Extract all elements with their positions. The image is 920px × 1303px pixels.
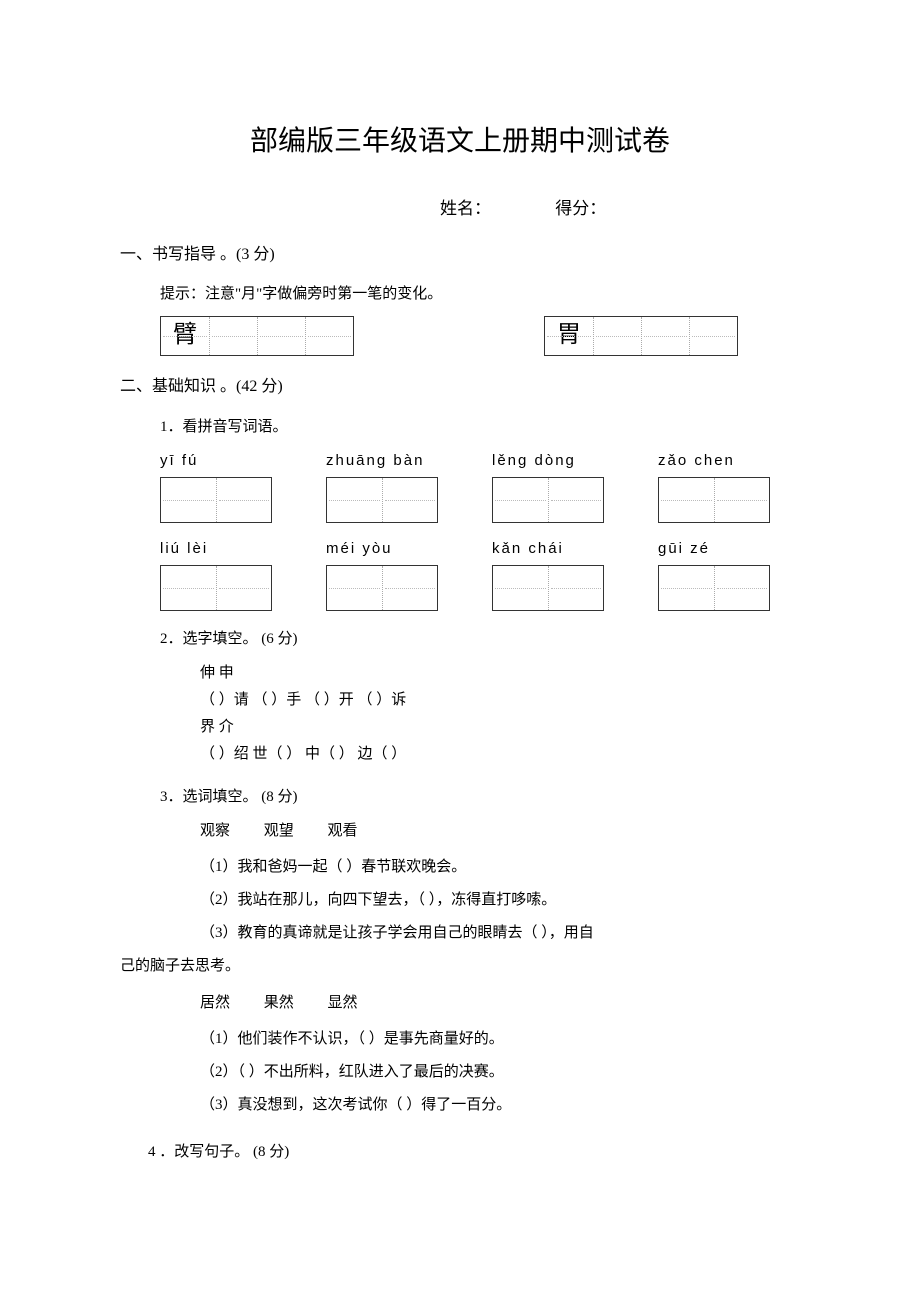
pinyin-block: gūi zé bbox=[658, 537, 778, 611]
pinyin-row-1: yī fú zhuāng bàn lěng dòng zǎo chen bbox=[160, 449, 800, 523]
pinyin-row-2: liú lèi méi yòu kǎn chái gūi zé bbox=[160, 537, 800, 611]
pinyin-block: liú lèi bbox=[160, 537, 280, 611]
pinyin-box[interactable] bbox=[160, 565, 272, 611]
write-box-2: 胃 bbox=[544, 316, 738, 356]
pinyin-block: lěng dòng bbox=[492, 449, 612, 523]
write-cell-blank[interactable] bbox=[257, 317, 305, 355]
q2-pair1: 伸 申 bbox=[200, 661, 800, 685]
q3-2: （2）我站在那儿，向四下望去，（ ），冻得直打哆嗦。 bbox=[200, 884, 800, 917]
q2-pair2: 界 介 bbox=[200, 715, 800, 739]
pinyin-box[interactable] bbox=[658, 565, 770, 611]
pinyin-label: kǎn chái bbox=[492, 537, 612, 561]
word-opt: 观察 bbox=[200, 823, 230, 839]
q3-5: （2）（ ）不出所料，红队进入了最后的决赛。 bbox=[200, 1056, 800, 1089]
section2-head: 二、基础知识 。(42 分) bbox=[120, 374, 800, 400]
q3-6: （3）真没想到，这次考试你（ ）得了一百分。 bbox=[200, 1089, 800, 1122]
q2-line2: （ ）绍 世（ ） 中（ ） 边（ ） bbox=[200, 739, 800, 769]
pinyin-label: liú lèi bbox=[160, 537, 280, 561]
section1-head: 一、书写指导 。(3 分) bbox=[120, 242, 800, 268]
word-opt: 果然 bbox=[264, 995, 294, 1011]
pinyin-block: kǎn chái bbox=[492, 537, 612, 611]
q2-head: 2．选字填空。 (6 分) bbox=[160, 627, 800, 651]
name-label: 姓名： bbox=[440, 199, 491, 218]
write-cell-blank[interactable] bbox=[641, 317, 689, 355]
pinyin-block: zǎo chen bbox=[658, 449, 778, 523]
q1-head: 1．看拼音写词语。 bbox=[160, 415, 800, 439]
q3-4: （1）他们装作不认识，（ ）是事先商量好的。 bbox=[200, 1023, 800, 1056]
pinyin-box[interactable] bbox=[492, 565, 604, 611]
q3-1: （1）我和爸妈一起（ ）春节联欢晚会。 bbox=[200, 851, 800, 884]
q2-line1: （ ）请 （ ）手 （ ）开 （ ）诉 bbox=[200, 685, 800, 715]
page-title: 部编版三年级语文上册期中测试卷 bbox=[120, 120, 800, 165]
pinyin-label: gūi zé bbox=[658, 537, 778, 561]
pinyin-box[interactable] bbox=[492, 477, 604, 523]
score-label: 得分： bbox=[555, 199, 606, 218]
write-box-1: 臂 bbox=[160, 316, 354, 356]
pinyin-block: yī fú bbox=[160, 449, 280, 523]
q4-head: 4 ．改写句子。 (8 分) bbox=[148, 1140, 800, 1164]
word-opt: 居然 bbox=[200, 995, 230, 1011]
pinyin-label: zhuāng bàn bbox=[326, 449, 446, 473]
write-cell-blank[interactable] bbox=[305, 317, 353, 355]
q3-3b: 己的脑子去思考。 bbox=[120, 950, 800, 983]
q3-head: 3．选词填空。 (8 分) bbox=[160, 785, 800, 809]
section1-hint: 提示：注意"月"字做偏旁时第一笔的变化。 bbox=[160, 282, 800, 306]
pinyin-label: lěng dòng bbox=[492, 449, 612, 473]
pinyin-label: zǎo chen bbox=[658, 449, 778, 473]
word-opt: 观望 bbox=[264, 823, 294, 839]
pinyin-box[interactable] bbox=[326, 565, 438, 611]
write-grid-row: 臂 胃 bbox=[160, 316, 800, 356]
q3-words1: 观察 观望 观看 bbox=[200, 819, 800, 843]
q3-words2: 居然 果然 显然 bbox=[200, 991, 800, 1015]
pinyin-label: méi yòu bbox=[326, 537, 446, 561]
pinyin-box[interactable] bbox=[160, 477, 272, 523]
pinyin-block: méi yòu bbox=[326, 537, 446, 611]
write-cell-char1: 臂 bbox=[161, 317, 209, 355]
pinyin-box[interactable] bbox=[326, 477, 438, 523]
write-cell-blank[interactable] bbox=[593, 317, 641, 355]
pinyin-block: zhuāng bàn bbox=[326, 449, 446, 523]
write-cell-char2: 胃 bbox=[545, 317, 593, 355]
pinyin-grid: yī fú zhuāng bàn lěng dòng zǎo chen liú … bbox=[160, 449, 800, 611]
word-opt: 显然 bbox=[328, 995, 358, 1011]
word-opt: 观看 bbox=[328, 823, 358, 839]
q3-3a: （3）教育的真谛就是让孩子学会用自己的眼睛去（ ），用自 bbox=[200, 917, 800, 950]
write-cell-blank[interactable] bbox=[209, 317, 257, 355]
name-score-line: 姓名： 得分： bbox=[440, 195, 800, 222]
pinyin-label: yī fú bbox=[160, 449, 280, 473]
pinyin-box[interactable] bbox=[658, 477, 770, 523]
write-cell-blank[interactable] bbox=[689, 317, 737, 355]
